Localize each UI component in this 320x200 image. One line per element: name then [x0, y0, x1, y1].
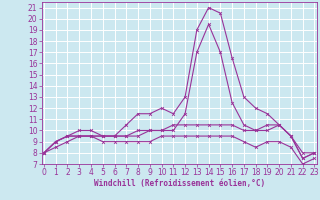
X-axis label: Windchill (Refroidissement éolien,°C): Windchill (Refroidissement éolien,°C): [94, 179, 265, 188]
